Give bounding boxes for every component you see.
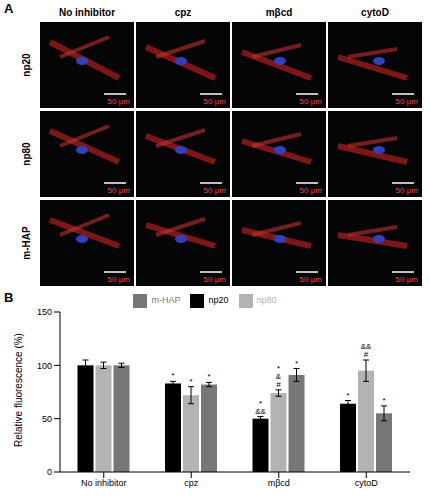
- svg-text:50 µm: 50 µm: [396, 97, 419, 106]
- svg-text:150: 150: [37, 307, 52, 317]
- svg-text:No inhibitor: No inhibitor: [81, 478, 127, 488]
- svg-text:*: *: [207, 372, 210, 381]
- svg-text:50 µm: 50 µm: [108, 186, 131, 195]
- svg-text:*: *: [346, 391, 349, 400]
- svg-text:#: #: [364, 350, 369, 359]
- svg-text:50 µm: 50 µm: [396, 186, 419, 195]
- svg-text:50 µm: 50 µm: [396, 275, 419, 284]
- svg-text:50 µm: 50 µm: [204, 97, 227, 106]
- svg-text:50 µm: 50 µm: [108, 97, 131, 106]
- svg-text:50: 50: [42, 414, 52, 424]
- svg-text:50 µm: 50 µm: [204, 186, 227, 195]
- svg-text:mβcd: mβcd: [266, 7, 293, 18]
- svg-text:#: #: [276, 380, 281, 389]
- svg-text:Relative fluorescence (%): Relative fluorescence (%): [13, 333, 24, 447]
- svg-text:&&: &&: [255, 407, 266, 416]
- svg-text:No inhibitor: No inhibitor: [59, 7, 115, 18]
- svg-text:A: A: [8, 1, 14, 16]
- html-text:m-HAP: m-HAP: [151, 295, 181, 306]
- html-text:np80: np80: [256, 295, 277, 306]
- svg-text:*: *: [382, 396, 385, 405]
- svg-text:cpz: cpz: [184, 478, 199, 488]
- svg-text:*: *: [189, 377, 192, 386]
- svg-text:50 µm: 50 µm: [300, 186, 323, 195]
- svg-text:np80: np80: [21, 142, 32, 166]
- svg-text:50 µm: 50 µm: [300, 97, 323, 106]
- svg-text:*: *: [171, 371, 174, 380]
- svg-text:cytoD: cytoD: [361, 7, 389, 18]
- svg-text:50 µm: 50 µm: [204, 275, 227, 284]
- html-text:B: B: [4, 290, 14, 305]
- svg-text:np20: np20: [21, 53, 32, 77]
- svg-text:0: 0: [47, 467, 52, 477]
- svg-text:mβcd: mβcd: [268, 478, 290, 488]
- svg-text:*: *: [295, 359, 298, 368]
- html-text:np20: np20: [208, 295, 229, 306]
- svg-text:cpz: cpz: [175, 7, 192, 18]
- svg-text:100: 100: [37, 361, 52, 371]
- svg-text:cytoD: cytoD: [355, 478, 379, 488]
- svg-text:m-HAP: m-HAP: [21, 226, 32, 260]
- svg-text:50 µm: 50 µm: [108, 275, 131, 284]
- svg-text:50 µm: 50 µm: [300, 275, 323, 284]
